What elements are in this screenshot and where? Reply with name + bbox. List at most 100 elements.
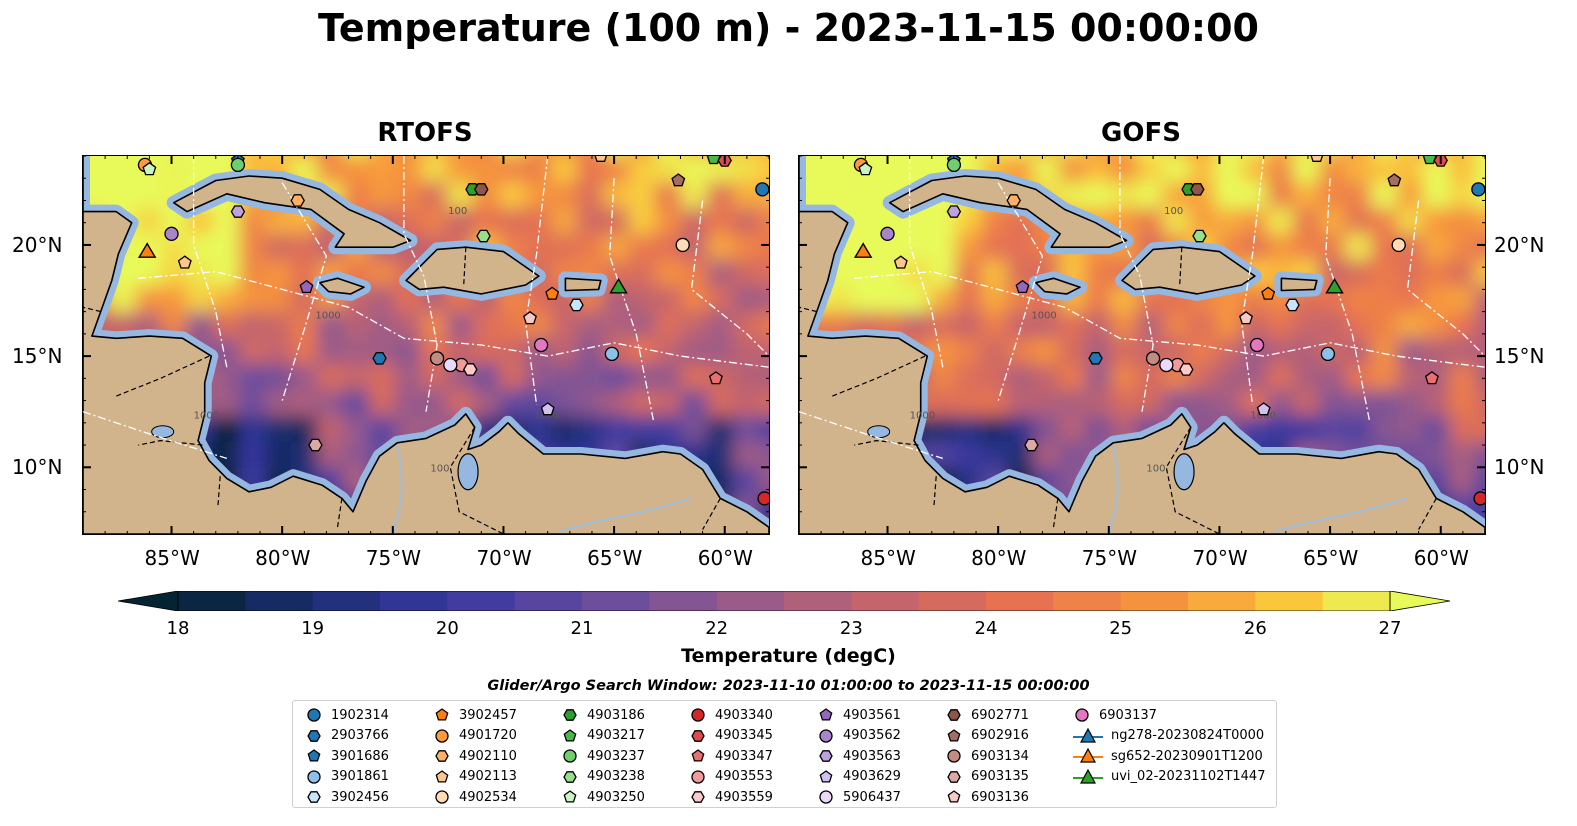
float-marker-4903340[interactable]	[757, 491, 769, 506]
float-marker-4903561[interactable]	[1015, 279, 1030, 294]
legend-marker-circle	[819, 790, 833, 804]
float-marker-4903340[interactable]	[1473, 491, 1485, 506]
float-marker-3902456[interactable]	[569, 298, 584, 312]
float-marker-6903137[interactable]	[533, 337, 549, 353]
float-marker-4903347[interactable]	[1424, 371, 1439, 385]
legend-symbol	[435, 750, 449, 762]
float-marker-3902457[interactable]	[1261, 286, 1276, 300]
svg-text:1000: 1000	[534, 410, 559, 421]
float-marker-4902113[interactable]	[594, 156, 608, 162]
legend-symbol	[1075, 708, 1089, 722]
float-marker-4902113[interactable]	[1310, 156, 1324, 162]
svg-text:1000: 1000	[910, 410, 935, 421]
glider-marker-sg652-20230901T1200[interactable]	[853, 242, 873, 258]
legend-symbol	[307, 769, 321, 784]
legend-item: 4903559	[689, 787, 773, 807]
float-marker-2903766[interactable]	[1088, 352, 1103, 365]
rtofs-map[interactable]: 100 1000 1000 1000 100	[82, 155, 770, 535]
argo-floats	[137, 156, 769, 506]
legend-marker-triangle-line	[1073, 727, 1103, 743]
legend-symbol	[307, 729, 321, 742]
float-marker-4903237[interactable]	[230, 157, 246, 173]
float-marker-1902314[interactable]	[755, 182, 769, 197]
float-marker-4902534[interactable]	[675, 237, 690, 253]
legend-label: ng278-20230824T0000	[1111, 728, 1265, 743]
float-marker-4903238[interactable]	[1192, 229, 1207, 243]
legend-marker-circle	[1075, 708, 1089, 722]
legend-marker-hexagon	[563, 770, 577, 783]
legend-symbol	[691, 791, 705, 803]
float-marker-6903134[interactable]	[429, 351, 445, 366]
float-marker-6903136[interactable]	[523, 310, 537, 325]
legend-item: 6903135	[945, 767, 1029, 787]
legend-marker-pentagon	[691, 749, 705, 762]
float-marker-6903137[interactable]	[1249, 337, 1265, 353]
svg-text:1000: 1000	[194, 410, 219, 421]
float-marker-4903561[interactable]	[299, 279, 314, 294]
country-borders	[83, 247, 721, 534]
legend-label: 4903237	[587, 748, 645, 764]
float-marker-3901861[interactable]	[604, 346, 620, 362]
float-marker-6903134[interactable]	[1145, 351, 1161, 366]
map-frame-ticks	[799, 156, 1485, 534]
float-marker-4903347[interactable]	[708, 371, 723, 385]
legend-marker-hexagon	[947, 770, 961, 783]
float-marker-4903237[interactable]	[946, 157, 962, 173]
legend-item: 4903217	[561, 726, 645, 746]
legend-item: 6903136	[945, 787, 1029, 807]
float-marker-5906437[interactable]	[443, 357, 458, 373]
legend-marker-circle	[691, 769, 705, 784]
float-marker-4902110[interactable]	[290, 194, 305, 207]
legend-label: 2903766	[331, 728, 389, 743]
legend-item: 4903553	[689, 767, 773, 787]
float-marker-6903136[interactable]	[1239, 310, 1253, 325]
float-marker-4903238b[interactable]	[893, 255, 908, 269]
float-marker-3901861[interactable]	[1320, 346, 1336, 362]
float-marker-4902110[interactable]	[1006, 194, 1021, 207]
colorbar-tick: 19	[301, 618, 325, 639]
figure-title: Temperature (100 m) - 2023-11-15 00:00:0…	[317, 6, 1259, 50]
float-marker-4903559[interactable]	[1179, 363, 1194, 376]
float-marker-4902534[interactable]	[1391, 237, 1406, 253]
float-marker-4903562[interactable]	[880, 226, 895, 241]
float-marker-4903629[interactable]	[1256, 402, 1271, 416]
legend-item: 4903250	[561, 787, 645, 807]
gofs-map[interactable]: 100 1000 1000 1000 100	[798, 155, 1486, 535]
float-marker-4903629[interactable]	[540, 402, 555, 416]
float-marker-3902457[interactable]	[545, 286, 560, 300]
float-marker-4903250[interactable]	[858, 161, 873, 176]
glider-marker-uvi_02-20231102T1447[interactable]	[609, 277, 628, 294]
latitude-label-left: 10°N	[12, 455, 63, 480]
float-marker-3902456[interactable]	[1285, 298, 1300, 312]
legend-label: 4903217	[587, 728, 645, 743]
float-marker-4903238[interactable]	[476, 229, 491, 243]
latitude-label-left: 15°N	[12, 344, 63, 369]
float-marker-6902771[interactable]	[1190, 183, 1205, 196]
float-marker-6902916[interactable]	[1387, 173, 1402, 187]
float-marker-4903238b[interactable]	[177, 255, 192, 269]
legend-marker-pentagon	[435, 708, 449, 721]
float-marker-4903217[interactable]	[706, 156, 721, 165]
legend-label: 4903345	[715, 728, 773, 743]
glider-marker-sg652-20230901T1200[interactable]	[137, 242, 157, 258]
legend-symbol	[947, 749, 961, 763]
float-marker-6903135[interactable]	[1024, 438, 1039, 452]
float-marker-5906437[interactable]	[1159, 357, 1174, 373]
float-marker-4903559[interactable]	[463, 363, 478, 376]
float-marker-6903135[interactable]	[308, 438, 323, 452]
glider-marker-uvi_02-20231102T1447[interactable]	[1325, 277, 1344, 294]
float-marker-1902314[interactable]	[1471, 182, 1485, 197]
legend-label: 6903135	[971, 769, 1029, 784]
legend-label: 3902456	[331, 789, 389, 805]
float-marker-6902771[interactable]	[474, 183, 489, 196]
float-marker-4903217[interactable]	[1422, 156, 1437, 165]
float-marker-4903563[interactable]	[230, 205, 246, 218]
float-marker-6902916[interactable]	[671, 173, 686, 187]
float-marker-4903250[interactable]	[142, 161, 157, 176]
float-marker-4903562[interactable]	[164, 226, 179, 241]
legend-marker-circle	[307, 708, 321, 722]
colorbar-label: Temperature (degC)	[681, 645, 896, 667]
float-marker-4903563[interactable]	[946, 205, 962, 218]
legend-label: 3902457	[459, 707, 517, 723]
float-marker-2903766[interactable]	[372, 352, 387, 365]
